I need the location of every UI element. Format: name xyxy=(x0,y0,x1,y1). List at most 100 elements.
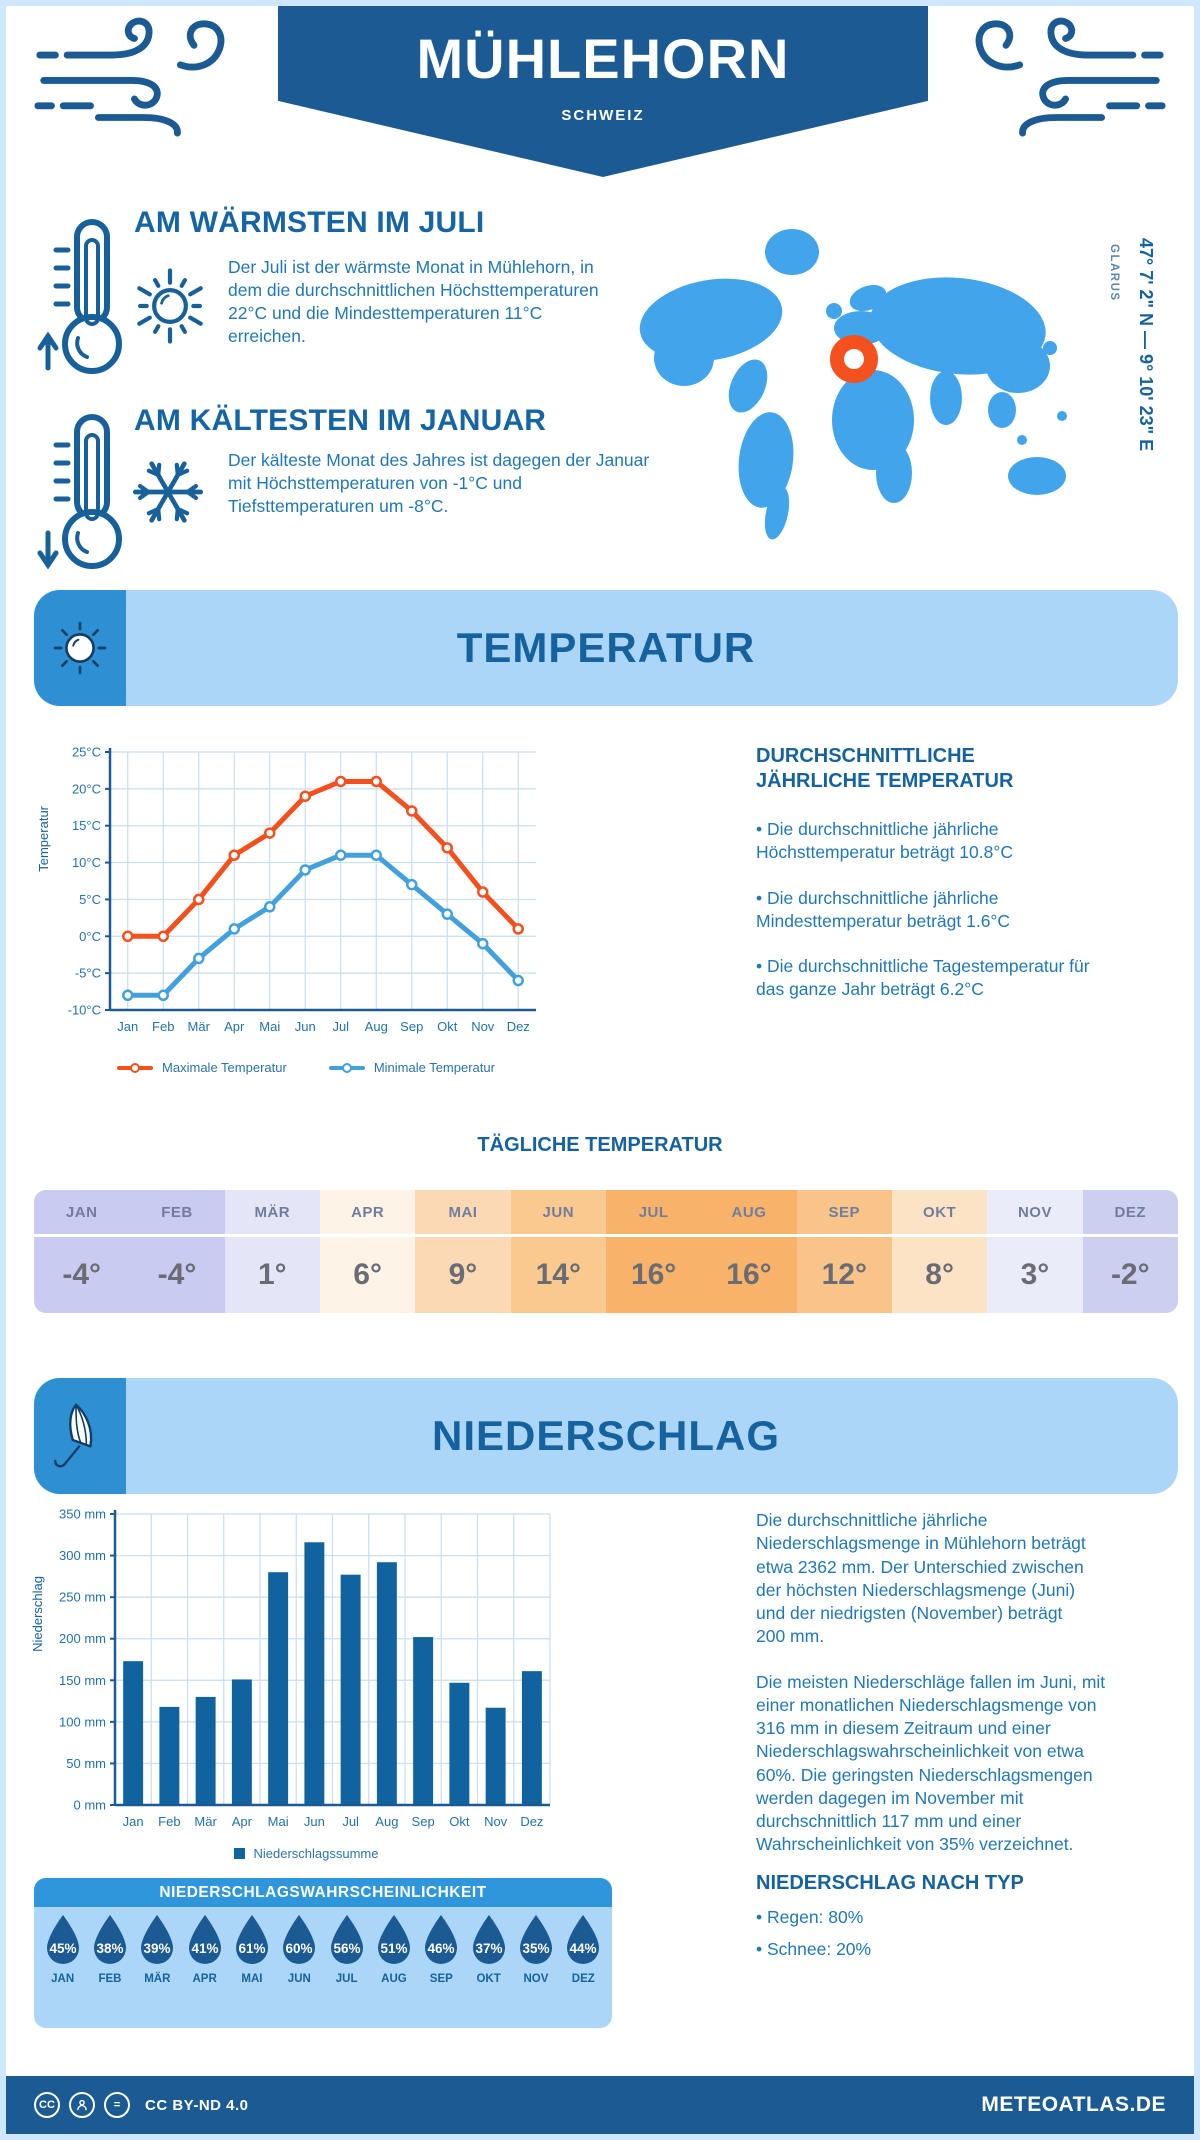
daily-month-cell: SEP xyxy=(796,1190,892,1234)
precipitation-type-heading: NIEDERSCHLAG NACH TYP xyxy=(756,1871,1024,1894)
raindrop-icon: 38% xyxy=(93,1915,126,1964)
annual-temperature-heading: DURCHSCHNITTLICHE JÄHRLICHE TEMPERATUR xyxy=(756,745,1014,792)
probability-item: 61% MAI xyxy=(228,1914,275,1985)
svg-text:100 mm: 100 mm xyxy=(59,1714,106,1729)
svg-text:Dez: Dez xyxy=(507,1019,530,1034)
precipitation-paragraph-1: Die durchschnittliche jährliche Niedersc… xyxy=(756,1510,1086,1647)
svg-text:Nov: Nov xyxy=(484,1814,508,1829)
svg-text:Jan: Jan xyxy=(123,1814,144,1829)
legend-precipitation-sum: Niederschlagssumme xyxy=(233,1846,379,1861)
raindrop-icon: 61% xyxy=(235,1915,268,1964)
annual-bullet-min: • Die durchschnittliche jährliche Mindes… xyxy=(756,887,1011,931)
probability-month: JUN xyxy=(287,1973,311,1985)
svg-text:Okt: Okt xyxy=(437,1019,458,1034)
temperature-y-axis-label: Temperatur xyxy=(36,806,51,872)
probability-value: 46% xyxy=(428,1941,455,1956)
daily-month-cell: JUN xyxy=(510,1190,606,1234)
probability-value: 44% xyxy=(570,1941,597,1956)
precipitation-y-axis-label: Niederschlag xyxy=(30,1576,45,1652)
svg-text:Jan: Jan xyxy=(117,1019,138,1034)
probability-month: APR xyxy=(192,1973,217,1985)
thermometer-up-icon xyxy=(37,219,122,374)
raindrop-icon: 35% xyxy=(519,1915,552,1964)
probability-item: 60% JUN xyxy=(276,1914,323,1985)
svg-text:Feb: Feb xyxy=(158,1814,180,1829)
svg-text:Jun: Jun xyxy=(295,1019,316,1034)
header-banner: MÜHLEHORN SCHWEIZ xyxy=(278,6,928,177)
coldest-text: Der kälteste Monat des Jahres ist dagege… xyxy=(228,450,650,517)
svg-text:50 mm: 50 mm xyxy=(66,1756,106,1771)
sun-icon xyxy=(137,268,203,344)
probability-item: 38% FEB xyxy=(86,1914,133,1985)
daily-month-cell: JAN xyxy=(34,1190,130,1234)
annual-temperature-panel: DURCHSCHNITTLICHE JÄHRLICHE TEMPERATUR •… xyxy=(756,744,1174,1024)
svg-text:Apr: Apr xyxy=(224,1019,245,1034)
svg-text:-5°C: -5°C xyxy=(75,966,101,981)
probability-month: SEP xyxy=(429,1973,453,1985)
svg-text:300 mm: 300 mm xyxy=(59,1548,106,1563)
probability-item: 44% DEZ xyxy=(560,1914,607,1985)
probability-month: JUL xyxy=(335,1973,358,1985)
license-badge[interactable]: CC = CC BY-ND 4.0 xyxy=(34,2092,249,2118)
daily-value-cell: -2° xyxy=(1082,1237,1178,1313)
sun-banner-icon xyxy=(34,590,126,706)
svg-text:Sep: Sep xyxy=(412,1814,435,1829)
raindrop-icon: 37% xyxy=(472,1915,505,1964)
svg-text:20°C: 20°C xyxy=(72,781,101,796)
daily-month-cell: NOV xyxy=(987,1190,1083,1234)
probability-value: 60% xyxy=(286,1941,313,1956)
umbrella-banner-icon xyxy=(34,1378,126,1494)
daily-month-cell: MAI xyxy=(415,1190,511,1234)
daily-value-cell: 3° xyxy=(987,1237,1083,1313)
svg-text:10°C: 10°C xyxy=(72,855,101,870)
svg-text:Nov: Nov xyxy=(471,1019,495,1034)
coordinates-label: 47° 7' 2" N — 9° 10' 23" E xyxy=(1136,238,1156,452)
svg-text:Jun: Jun xyxy=(304,1814,325,1829)
probability-item: 46% SEP xyxy=(418,1914,465,1985)
precipitation-paragraph-2: Die meisten Niederschläge fallen im Juni… xyxy=(756,1671,1106,1855)
region-label: GLARUS xyxy=(1108,244,1120,302)
site-label[interactable]: METEOATLAS.DE xyxy=(981,2093,1166,2116)
daily-value-cell: 1° xyxy=(224,1237,320,1313)
probability-item: 35% NOV xyxy=(512,1914,559,1985)
probability-value: 38% xyxy=(96,1941,123,1956)
raindrop-icon: 51% xyxy=(377,1915,410,1964)
annual-bullet-max: • Die durchschnittliche jährliche Höchst… xyxy=(756,819,1013,863)
probability-value: 37% xyxy=(475,1941,502,1956)
page-title: MÜHLEHORN xyxy=(416,27,790,90)
page-subtitle: SCHWEIZ xyxy=(561,107,645,124)
temperature-title: TEMPERATUR xyxy=(456,624,756,671)
warmest-text: Der Juli ist der wärmste Monat in Mühleh… xyxy=(228,257,599,347)
probability-month: MÄR xyxy=(144,1973,171,1985)
legend-max-temperature: Maximale Temperatur xyxy=(117,1060,287,1075)
daily-value-cell: 9° xyxy=(415,1237,511,1313)
raindrop-icon: 56% xyxy=(330,1915,363,1964)
raindrop-icon: 45% xyxy=(46,1915,79,1964)
svg-text:Aug: Aug xyxy=(375,1814,398,1829)
raindrop-icon: 41% xyxy=(188,1915,221,1964)
svg-text:15°C: 15°C xyxy=(72,818,101,833)
svg-text:25°C: 25°C xyxy=(72,745,101,760)
raindrop-icon: 39% xyxy=(141,1915,174,1964)
probability-value: 35% xyxy=(522,1941,549,1956)
daily-value-cell: 14° xyxy=(510,1237,606,1313)
cc-icon: CC xyxy=(34,2092,60,2118)
temperature-legend: Maximale Temperatur Minimale Temperatur xyxy=(66,1060,546,1075)
probability-month: OKT xyxy=(476,1973,501,1985)
svg-text:Sep: Sep xyxy=(400,1019,423,1034)
svg-text:Okt: Okt xyxy=(449,1814,470,1829)
daily-month-cell: JUL xyxy=(605,1190,702,1234)
probability-item: 51% AUG xyxy=(370,1914,417,1985)
annual-bullet-day: • Die durchschnittliche Tagestemperatur … xyxy=(756,956,1090,1000)
svg-text:Jul: Jul xyxy=(332,1019,349,1034)
daily-value-cell: 16° xyxy=(701,1237,797,1313)
daily-month-cell: OKT xyxy=(891,1190,988,1234)
svg-text:Aug: Aug xyxy=(365,1019,388,1034)
temperature-chart: 25°C 20°C 15°C 10°C 5°C 0°C -5°C -10°C Jan Feb Mär… xyxy=(68,745,536,1034)
license-label: CC BY-ND 4.0 xyxy=(145,2096,249,2114)
daily-value-cell: 16° xyxy=(605,1237,702,1313)
daily-value-cell: 12° xyxy=(796,1237,892,1313)
raindrop-icon: 44% xyxy=(567,1915,600,1964)
legend-min-temperature: Minimale Temperatur xyxy=(328,1060,495,1075)
